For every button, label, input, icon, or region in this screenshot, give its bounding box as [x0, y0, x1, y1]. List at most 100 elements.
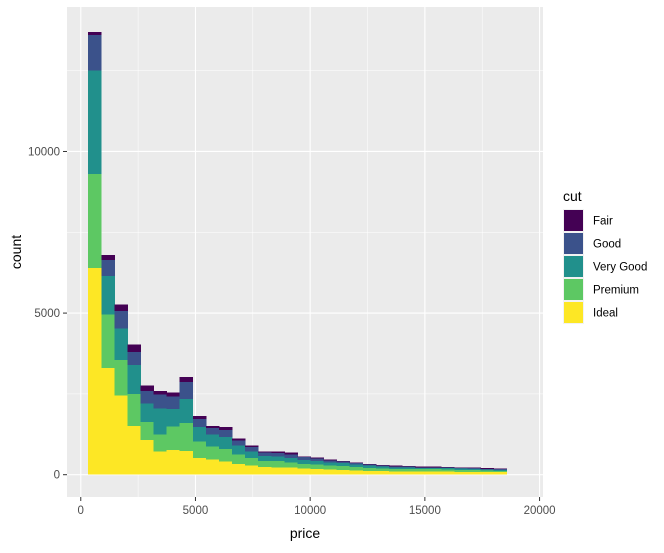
- bar-fair: [493, 468, 508, 470]
- bar-premium: [205, 446, 220, 460]
- bar-fair: [388, 465, 403, 467]
- bar-fair: [88, 31, 102, 36]
- bar-good: [480, 468, 494, 470]
- bar-fair: [271, 451, 285, 454]
- bar-very-good: [467, 468, 481, 470]
- bar-fair: [310, 457, 324, 459]
- bar-fair: [323, 459, 338, 461]
- bar-good: [258, 452, 272, 456]
- bar-good: [218, 429, 233, 438]
- bar-premium: [101, 314, 115, 369]
- bar-ideal: [362, 470, 377, 475]
- bar-ideal: [153, 451, 168, 475]
- bar-good: [493, 469, 508, 470]
- bar-premium: [454, 469, 468, 472]
- bar-fair: [192, 416, 207, 420]
- bar-ideal: [179, 450, 194, 475]
- bar-very-good: [375, 466, 390, 469]
- y-axis-label: count: [8, 235, 24, 269]
- legend-swatch-very-good: [564, 256, 583, 277]
- bar-premium: [232, 454, 246, 465]
- bar-premium: [467, 469, 481, 472]
- bar-premium: [415, 469, 429, 472]
- bar-fair: [349, 462, 364, 464]
- bar-premium: [349, 466, 364, 471]
- legend-swatch-ideal: [564, 302, 583, 323]
- bar-good: [415, 467, 429, 468]
- bar-premium: [310, 464, 324, 470]
- bar-good: [297, 457, 311, 461]
- x-axis-label: price: [290, 525, 321, 541]
- bar-ideal: [336, 469, 351, 475]
- bar-ideal: [127, 426, 141, 475]
- x-tick-label: 0: [78, 505, 84, 517]
- bar-ideal: [349, 470, 364, 475]
- bar-premium: [258, 461, 272, 467]
- bar-good: [140, 390, 154, 404]
- bar-ideal: [258, 466, 272, 475]
- x-tick-label: 5000: [183, 505, 209, 517]
- minor-gridlines: [67, 7, 543, 497]
- bar-premium: [402, 468, 416, 472]
- bar-premium: [336, 465, 351, 470]
- bar-ideal: [454, 471, 468, 475]
- bar-fair: [166, 392, 181, 397]
- bar-ideal: [415, 471, 429, 475]
- x-tick-label: 10000: [294, 505, 326, 517]
- legend-label: Fair: [593, 216, 613, 228]
- bar-very-good: [297, 460, 311, 465]
- bar-fair: [245, 445, 259, 447]
- bar-fair: [179, 376, 194, 382]
- bar-very-good: [245, 451, 259, 458]
- bar-fair: [480, 468, 494, 469]
- x-tick-label: 20000: [524, 505, 556, 517]
- bar-good: [245, 446, 259, 452]
- bar-fair: [258, 451, 272, 453]
- bar-premium: [153, 434, 168, 452]
- bar-ideal: [271, 467, 285, 475]
- bar-ideal: [205, 459, 220, 475]
- legend-swatch-fair: [564, 210, 583, 231]
- bar-ideal: [297, 468, 311, 475]
- bar-good: [375, 465, 390, 467]
- bar-ideal: [375, 471, 390, 475]
- bar-good: [166, 396, 181, 409]
- bar-ideal: [441, 471, 455, 475]
- bar-ideal: [480, 472, 494, 475]
- bar-fair: [428, 466, 442, 468]
- bar-ideal: [493, 472, 508, 475]
- bar-fair: [362, 464, 377, 465]
- bar-premium: [480, 470, 494, 473]
- bar-good: [127, 351, 141, 365]
- y-axis: 0 5000 10000: [28, 146, 67, 482]
- bar-premium: [428, 469, 442, 472]
- bar-ideal: [310, 469, 324, 475]
- bar-premium: [323, 465, 338, 470]
- bar-fair: [232, 438, 246, 441]
- bar-fair: [336, 460, 351, 462]
- x-tick-label: 15000: [409, 505, 441, 517]
- bar-good: [271, 453, 285, 457]
- legend-label: Ideal: [593, 308, 618, 320]
- bar-premium: [179, 422, 194, 451]
- bar-very-good: [192, 427, 207, 442]
- bar-fair: [467, 467, 481, 469]
- bar-very-good: [153, 408, 168, 435]
- bar-fair: [140, 385, 154, 391]
- bar-good: [179, 381, 194, 400]
- bar-fair: [454, 467, 468, 468]
- bar-fair: [441, 466, 455, 468]
- bar-premium: [127, 393, 141, 427]
- bar-good: [428, 467, 442, 468]
- bar-ideal: [218, 461, 233, 475]
- bar-premium: [192, 441, 207, 458]
- bar-fair: [153, 390, 168, 395]
- legend-swatch-premium: [564, 279, 583, 300]
- bar-good: [388, 466, 403, 468]
- bar-ideal: [388, 471, 403, 475]
- bar-ideal: [166, 450, 181, 475]
- bar-very-good: [493, 469, 508, 471]
- bar-premium: [441, 469, 455, 472]
